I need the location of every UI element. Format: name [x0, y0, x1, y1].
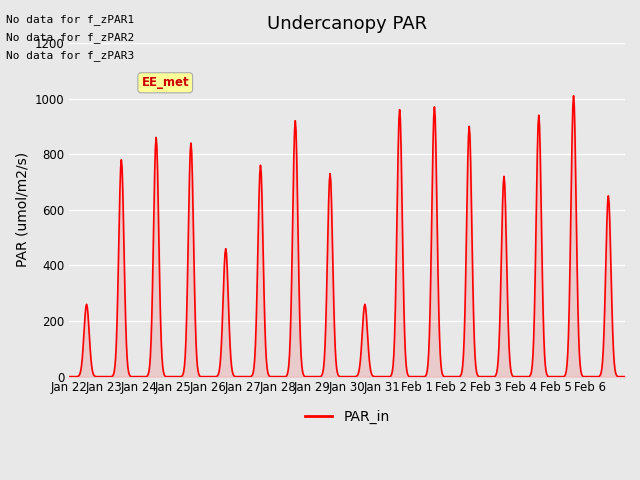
Text: EE_met: EE_met: [141, 76, 189, 89]
Text: No data for f_zPAR1: No data for f_zPAR1: [6, 13, 134, 24]
Legend: PAR_in: PAR_in: [299, 405, 396, 430]
Text: No data for f_zPAR2: No data for f_zPAR2: [6, 32, 134, 43]
Title: Undercanopy PAR: Undercanopy PAR: [267, 15, 427, 33]
Y-axis label: PAR (umol/m2/s): PAR (umol/m2/s): [15, 152, 29, 267]
Text: No data for f_zPAR3: No data for f_zPAR3: [6, 50, 134, 61]
